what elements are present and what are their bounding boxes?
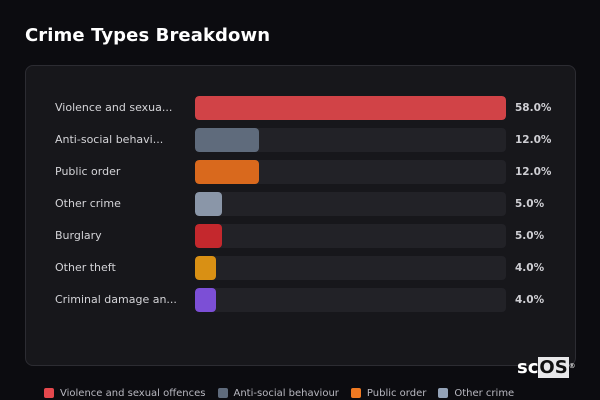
bar-value: 12.0% — [515, 166, 552, 178]
legend-swatch — [217, 388, 228, 398]
legend-swatch — [350, 388, 361, 398]
bar-label: Other theft — [55, 261, 116, 274]
legend-swatch — [44, 388, 54, 398]
bar-track — [195, 160, 506, 184]
bar-fill[interactable] — [195, 224, 222, 248]
bar-track — [195, 224, 506, 248]
bar-row: Anti-social behavi... 12.0% — [26, 128, 575, 152]
legend-label: Violence and sexual offences — [60, 387, 206, 399]
bar-track — [195, 128, 506, 152]
legend-label: Anti-social behaviour — [233, 387, 339, 399]
bar-row: Other theft 4.0% — [26, 256, 575, 280]
registered-icon: ® — [568, 362, 576, 370]
bar-value: 5.0% — [515, 230, 545, 242]
watermark-os: OS — [538, 357, 569, 378]
bar-value: 5.0% — [515, 198, 545, 210]
bar-fill[interactable] — [195, 96, 506, 120]
bar-value: 4.0% — [515, 294, 545, 306]
bar-label: Criminal damage an... — [55, 293, 177, 306]
bar-fill[interactable] — [195, 128, 260, 152]
bar-label: Burglary — [55, 229, 102, 242]
legend-item[interactable]: Anti-social behaviour — [217, 387, 339, 399]
bar-row: Violence and sexua... 58.0% — [26, 96, 575, 120]
chart-title: Crime Types Breakdown — [25, 25, 271, 46]
watermark-sc: sc — [517, 357, 539, 378]
bar-track — [195, 288, 506, 312]
legend-swatch — [438, 388, 449, 398]
legend-item[interactable]: Other crime — [438, 388, 514, 399]
bar-value: 12.0% — [515, 134, 552, 146]
bar-track — [195, 96, 506, 120]
bar-row: Criminal damage an... 4.0% — [26, 288, 575, 312]
bar-track — [195, 192, 506, 216]
bar-label: Public order — [55, 165, 121, 178]
watermark-logo: scOS ® — [517, 357, 576, 378]
bar-row: Burglary 5.0% — [26, 224, 575, 248]
bar-label: Anti-social behavi... — [55, 133, 164, 146]
legend-item[interactable]: Public order — [350, 387, 427, 399]
bar-label: Violence and sexua... — [55, 101, 173, 114]
legend-label: Public order — [366, 387, 427, 399]
legend-item[interactable]: Violence and sexual offences — [44, 388, 206, 399]
chart-card: Violence and sexua... 58.0% Anti-social … — [25, 65, 576, 366]
bar-fill[interactable] — [195, 160, 260, 184]
legend-label: Other crime — [454, 387, 515, 399]
bar-row: Public order 12.0% — [26, 160, 575, 184]
bar-track — [195, 256, 506, 280]
bar-label: Other crime — [55, 197, 121, 210]
bar-value: 58.0% — [515, 102, 552, 114]
bar-value: 4.0% — [515, 262, 545, 274]
bar-row: Other crime 5.0% — [26, 192, 575, 216]
bar-fill[interactable] — [195, 256, 217, 280]
chart-legend: Violence and sexual offences Anti-social… — [44, 386, 514, 400]
bar-fill[interactable] — [195, 192, 222, 216]
bar-fill[interactable] — [195, 288, 217, 312]
